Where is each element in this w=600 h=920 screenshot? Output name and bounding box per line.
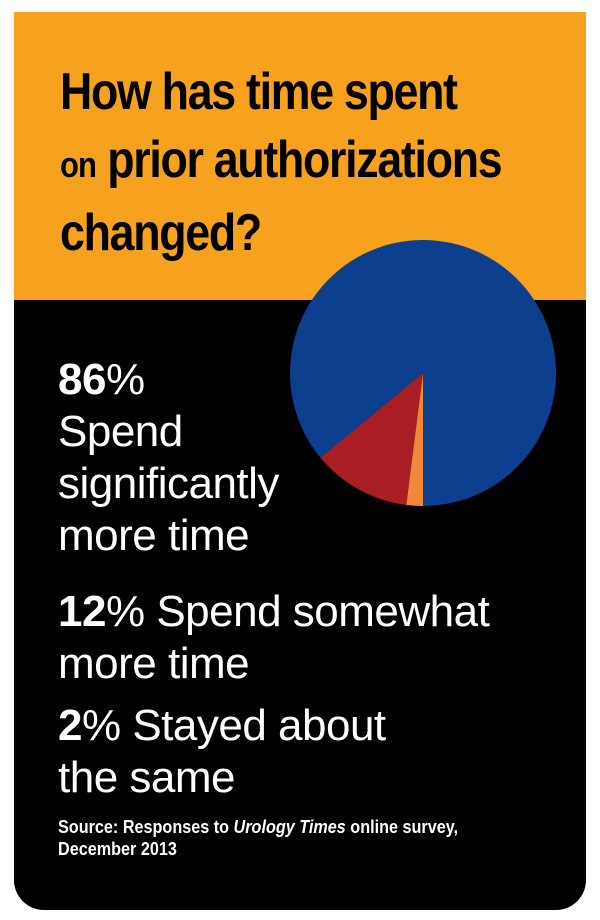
pie-chart <box>290 240 556 506</box>
source-note: Source: Responses to Urology Times onlin… <box>58 816 508 860</box>
stat-label-line: Stayed about <box>132 701 386 750</box>
source-prefix: Source: Responses to <box>58 817 230 837</box>
stat-label-line: Spend <box>58 407 183 456</box>
stat-stayed-same: 2% Stayed about the same <box>58 700 558 804</box>
source-suffix: online survey, <box>350 817 459 837</box>
stat-value: 12 <box>58 587 106 636</box>
stat-label-line: significantly <box>58 459 279 508</box>
header-band: How has time spent on prior authorizatio… <box>14 12 586 300</box>
stat-percent-sign: % <box>105 587 145 636</box>
stat-percent-sign: % <box>81 701 121 750</box>
stat-significantly-more: 86% Spend significantly more time <box>58 354 308 562</box>
page-title: How has time spent on prior authorizatio… <box>60 58 507 267</box>
stat-label-line: more time <box>58 511 250 560</box>
title-line-3: changed? <box>60 204 262 262</box>
stat-label-line: Spend somewhat <box>156 587 490 636</box>
title-line-2-prefix: on <box>60 144 97 185</box>
title-line-1: How has time spent <box>60 63 458 121</box>
stat-value: 86 <box>58 355 106 404</box>
title-line-2: prior authorizations <box>107 131 502 189</box>
pie-slice-stayed-same <box>406 373 423 506</box>
stat-label-line: more time <box>58 639 250 688</box>
stat-label-line: the same <box>58 753 235 802</box>
source-publication: Urology Times <box>233 817 346 837</box>
stat-percent-sign: % <box>105 355 145 404</box>
stat-value: 2 <box>58 701 82 750</box>
pie-slice-somewhat-more <box>320 373 423 505</box>
stat-somewhat-more: 12% Spend somewhat more time <box>58 586 558 690</box>
source-date: December 2013 <box>58 839 177 859</box>
